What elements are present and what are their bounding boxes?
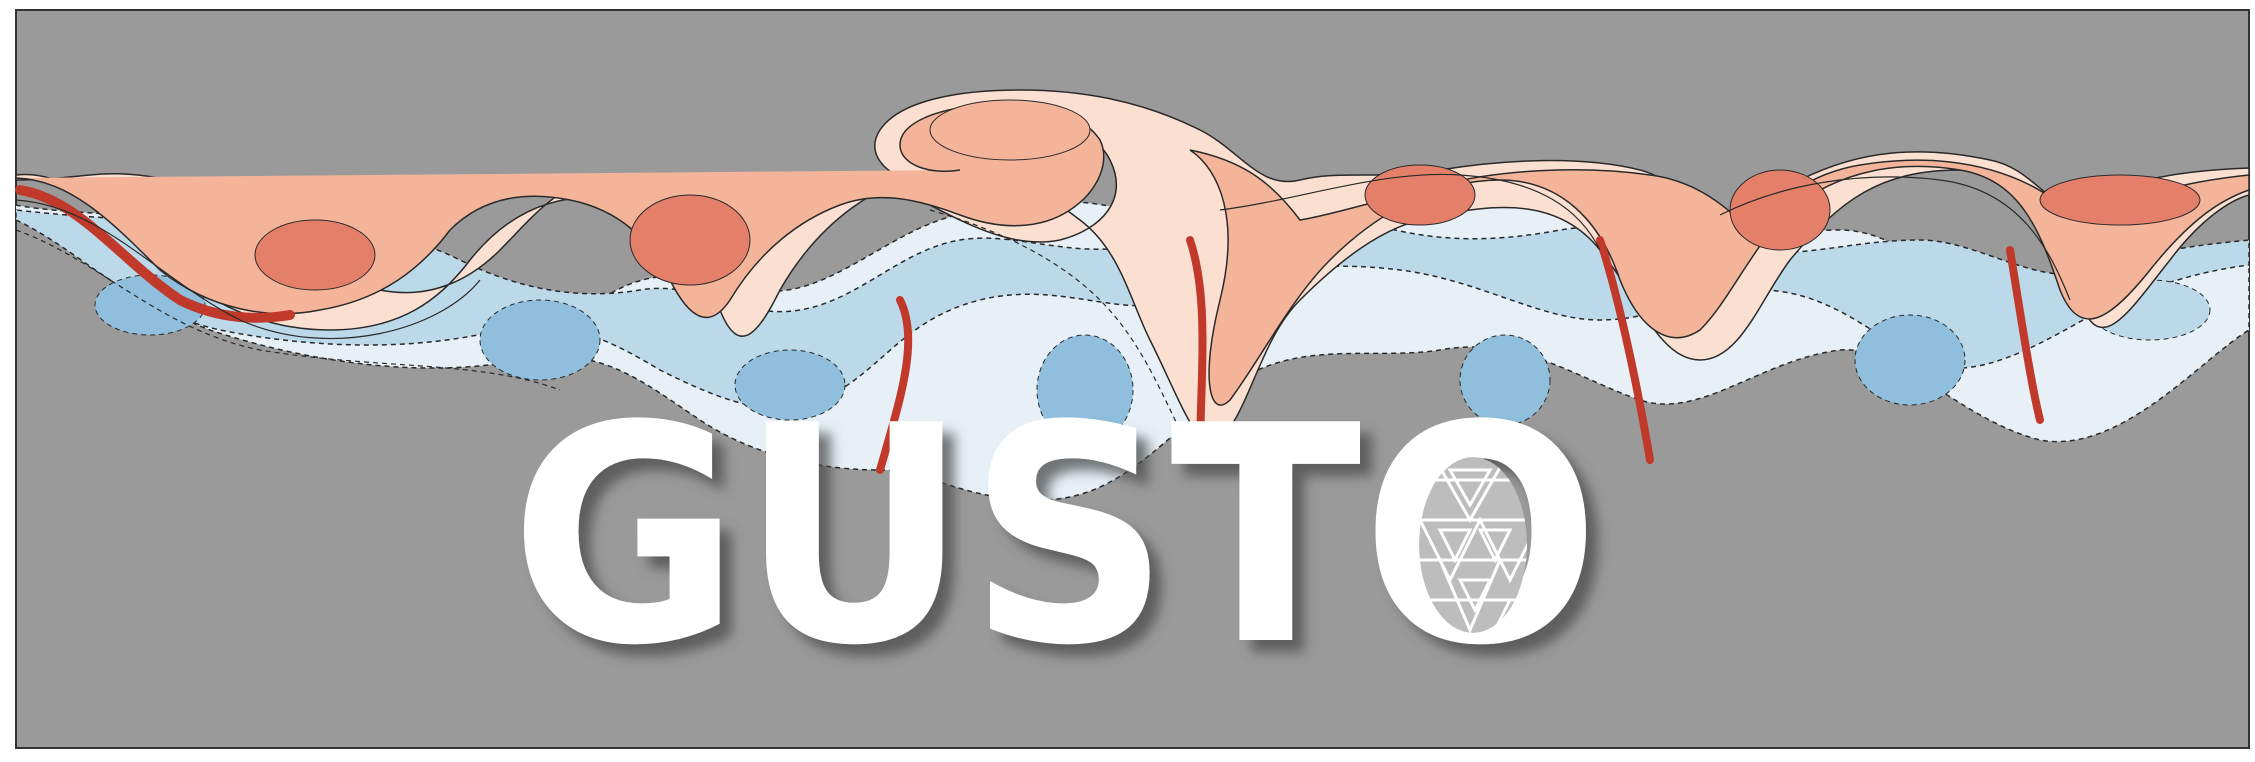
cool-eddy-6 [1854,314,1966,406]
shear-ribbon-2 [876,296,913,474]
warm-eddy-6 [2039,174,2201,226]
icosahedral-mesh-globe-icon [1419,457,1527,633]
gusto-logo: GUSTO [510,362,1600,711]
warm-eddy-5 [1729,169,1831,251]
cool-eddy-2 [479,299,601,381]
cool-eddy-5 [1459,334,1551,426]
shear-ribbon-3 [1186,236,1207,464]
contour-lines [15,173,2071,431]
warm-eddy-4 [1364,164,1476,226]
logo-text: GUSTO [510,362,1600,711]
cool-eddy-3 [734,349,846,421]
shear-ribbon-1 [15,185,295,323]
warm-eddy-3 [929,99,1091,161]
warm-eddy-2 [629,194,751,286]
shear-ribbon-4 [1596,236,1654,464]
shear-ribbon-5 [2006,246,2044,424]
warm-eddy-1 [254,219,376,291]
cool-eddy-4 [1036,334,1134,446]
vortex-band [15,89,2250,501]
